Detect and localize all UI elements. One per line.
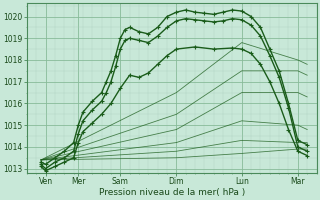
- X-axis label: Pression niveau de la mer( hPa ): Pression niveau de la mer( hPa ): [99, 188, 245, 197]
